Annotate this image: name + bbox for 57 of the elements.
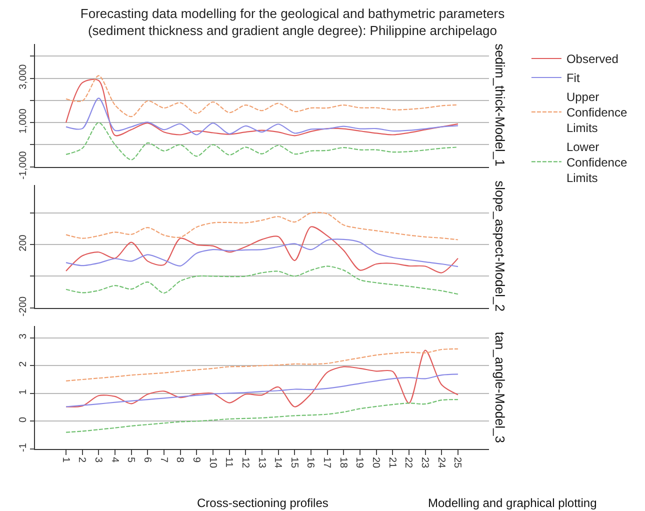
y-tick-label: -1,000 <box>18 150 29 180</box>
line-series <box>65 75 459 118</box>
line-series <box>65 238 459 268</box>
y-tick-label: -200 <box>18 296 29 316</box>
x-tick-label: 1 <box>60 457 71 463</box>
x-tick-label: 14 <box>272 457 284 469</box>
legend-label: Fit <box>566 71 580 86</box>
line-series <box>65 398 459 433</box>
x-tick-label: 11 <box>223 457 234 468</box>
x-tick-label: 21 <box>386 457 398 469</box>
text: Modelling and graphical plotting <box>428 496 597 510</box>
y-tick-label: 2 <box>18 360 29 367</box>
x-tick-label: 22 <box>402 457 414 469</box>
y-tick-label: 3 <box>18 333 29 340</box>
x-tick-label: 25 <box>452 457 463 469</box>
legend-label: Upper Confidence Limits <box>566 90 628 136</box>
y-tick-label: 0 <box>18 416 29 422</box>
x-tick-label: 24 <box>435 457 446 469</box>
x-axis-title: Cross-sectioning profiles <box>197 496 328 510</box>
line-series <box>65 122 459 160</box>
legend-label: Lower Confidence Limits <box>566 140 628 185</box>
x-tick-label: 9 <box>190 457 202 463</box>
x-tick-label: 2 <box>76 457 88 463</box>
legend-label: Observed <box>566 52 618 66</box>
y-tick-label: -1 <box>18 442 29 452</box>
x-tick-label: 18 <box>337 457 348 469</box>
line-series <box>65 374 459 408</box>
line-series <box>65 266 459 295</box>
y-axis-title: sedim_thick-Model_1 <box>492 44 508 166</box>
x-tick-label: 10 <box>206 457 218 469</box>
x-tick-label: 8 <box>174 457 186 463</box>
line-series <box>65 226 459 274</box>
x-tick-label: 6 <box>141 457 152 463</box>
x-tick-label: 19 <box>354 457 365 469</box>
x-tick-label: 15 <box>288 457 300 469</box>
x-tick-label: 17 <box>321 457 332 469</box>
x-tick-label: 16 <box>304 457 316 469</box>
y-axis-title: tan_angle-Model_3 <box>492 332 508 444</box>
y-axis-title: slope_aspect-Model_2 <box>492 180 508 312</box>
line-series <box>65 348 459 382</box>
chart-title: Forecasting data modelling for the geological and bathymetric parameters (sediment thickness and gradient angle degree): Philippine archipelago <box>80 6 506 38</box>
line-series <box>65 350 459 408</box>
x-tick-label: 4 <box>108 457 120 463</box>
y-tick-label: 1 <box>18 388 29 395</box>
y-tick-label: 200 <box>18 234 29 252</box>
x-tick-label: 20 <box>370 457 382 469</box>
y-tick-label: 1,000 <box>18 108 29 134</box>
x-tick-label: 13 <box>256 457 267 469</box>
x-tick-label: 23 <box>419 457 430 469</box>
x-tick-label: 12 <box>239 457 250 469</box>
line-series <box>65 78 459 136</box>
y-tick-label: 3,000 <box>18 64 29 90</box>
line-series <box>65 212 459 240</box>
x-tick-label: 5 <box>125 457 136 463</box>
line-series <box>65 98 459 136</box>
x-tick-label: 7 <box>158 457 169 463</box>
x-tick-label: 3 <box>92 457 104 463</box>
